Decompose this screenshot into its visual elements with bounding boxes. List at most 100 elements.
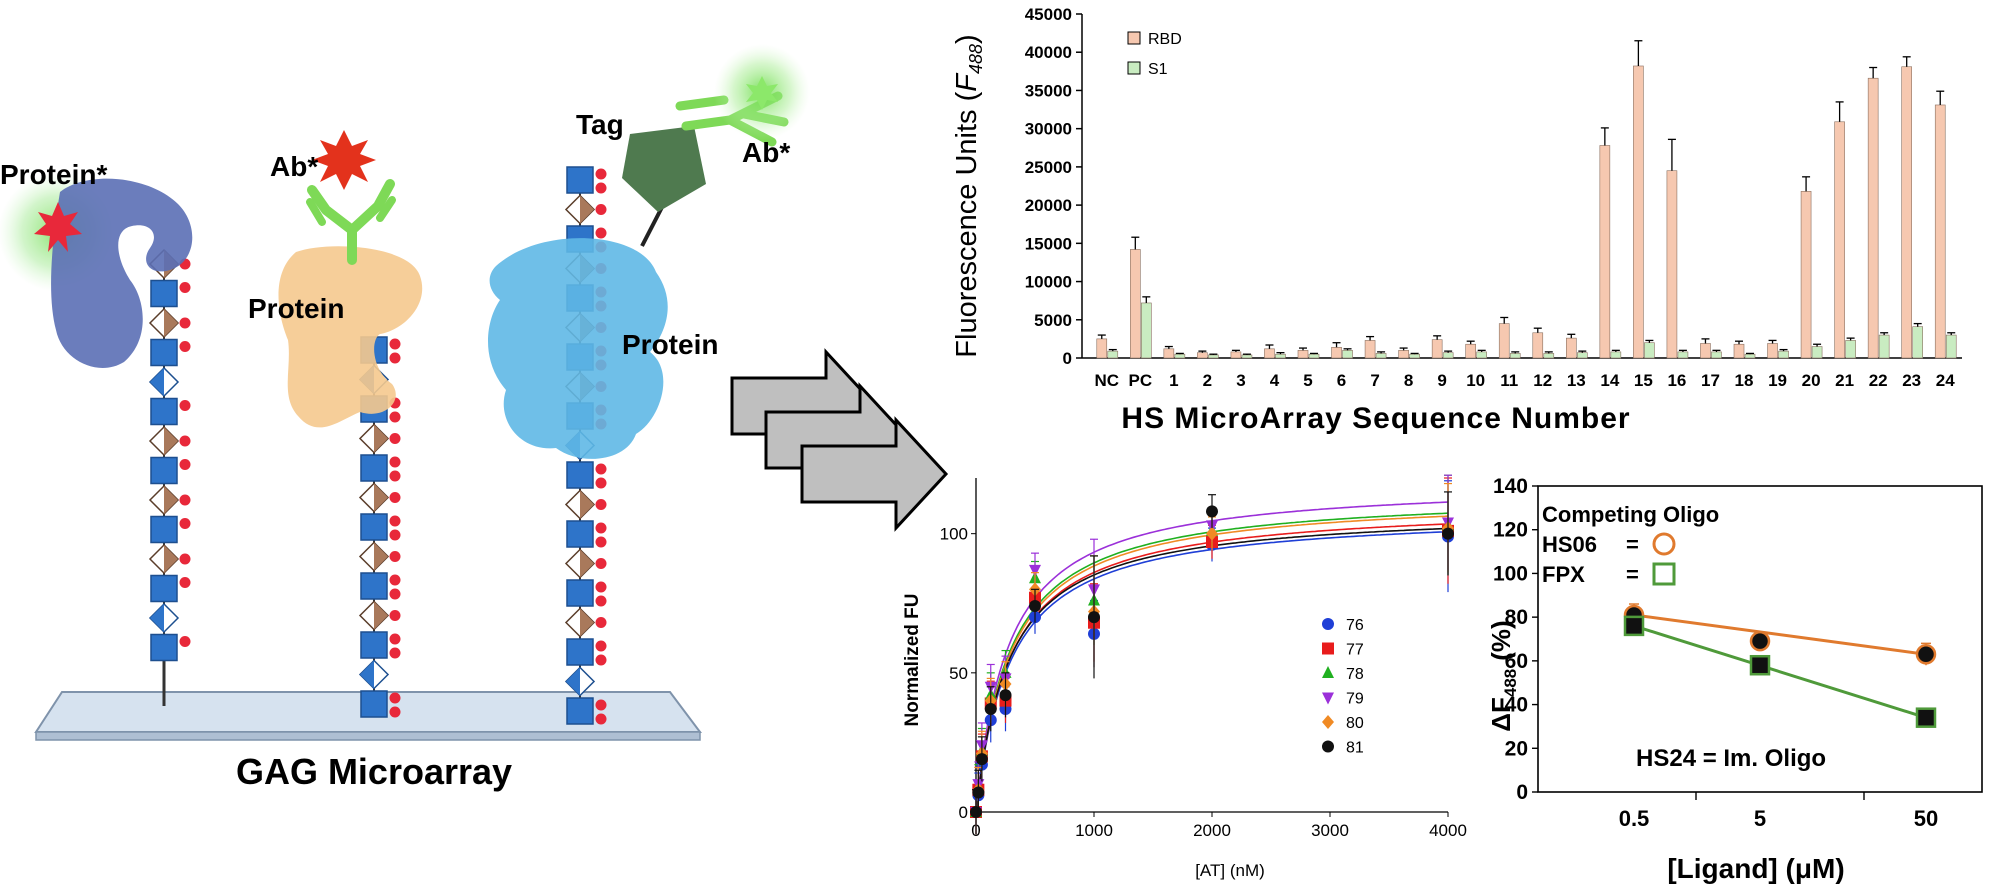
bar-s1 [1308,353,1320,359]
fit-curve-76 [975,530,1449,813]
bar-chart-xtick-label: 19 [1768,371,1787,390]
glcnac-square-icon [360,690,388,718]
sulfate-dot-icon [389,352,401,364]
protein-tag-antibody [488,44,810,459]
bar-chart-xtick-label: 11 [1500,371,1518,390]
bar-chart-xtick-label: 22 [1869,371,1888,390]
labeled-protein-1 [0,172,193,368]
competition-chart-axes: 0 20 40 60 80 100 120 140 0.5 5 50 [1493,475,1983,831]
glcnac-square-icon [566,461,594,489]
bar-s1 [1543,353,1555,359]
bar-chart-xtick-label: 16 [1667,371,1686,390]
legend-label-rbd: RBD [1148,31,1182,48]
label-protein-1: Protein [248,293,344,324]
sulfate-dot-icon [389,706,401,718]
label-ab-star-2: Ab* [742,137,790,168]
iduronic-diamond-half-icon [580,195,594,224]
fluorophore-star-icon [746,76,778,110]
bar-chart-xtick-label: PC [1128,371,1152,390]
bar-rbd [1733,343,1745,359]
bar-chart-ytick-label: 0 [1063,349,1072,368]
bar-rbd [1465,343,1476,359]
bar-chart-xtick-label: 6 [1337,371,1346,390]
bar-chart-ytick-label: 15000 [1025,234,1072,253]
fluorophore-star-icon [312,130,376,190]
data-point-81 [1029,600,1041,613]
glcnac-square-icon [360,454,388,482]
competition-annotation: HS24 = Im. Oligo [1636,745,1826,772]
binding-ytick-label: 50 [949,664,968,683]
bar-s1 [1342,350,1353,359]
binding-chart-legend: 76 77 78 79 80 81 [1322,617,1364,757]
competition-line-hs06 [1633,613,1927,656]
competition-ylabel: ΔF488(%) [1486,620,1520,731]
competition-point-hs06 [1749,630,1771,652]
glcnac-square-icon [360,572,388,600]
data-point-81 [975,753,988,766]
bar-chart-xtick-label: 21 [1835,371,1854,390]
sulfate-dot-icon [179,459,191,470]
bar-s1 [1711,351,1722,359]
legend-marker-81 [1322,740,1334,753]
bar-rbd [1834,121,1845,359]
sulfate-dot-icon [389,338,401,350]
sulfate-dot-icon [179,577,191,588]
legend-label-79: 79 [1346,691,1364,708]
data-point-81 [999,689,1012,702]
fluorophore-star-icon [34,202,82,252]
bar-s1 [1174,353,1186,359]
data-point-80 [1206,526,1218,541]
competition-line-fpx [1633,624,1927,720]
sulfate-dot-icon [595,463,607,475]
competition-legend-eq-2: = [1626,562,1639,587]
bar-s1 [1107,350,1119,359]
binding-xtick-label: 4000 [1429,821,1467,840]
binding-xtick-label: 2000 [1193,821,1231,840]
data-point-81 [972,786,985,799]
glcnac-square-icon [360,631,388,659]
bar-chart-xtick-label: 9 [1437,371,1446,390]
legend-label-78: 78 [1346,666,1364,683]
iduronic-diamond-half-icon [374,601,388,630]
bar-rbd [1130,249,1141,359]
bar-s1 [1778,350,1789,359]
sulfate-dot-icon [389,588,401,600]
bar-chart-xtick-label: 20 [1802,371,1821,390]
glcnac-square-icon [150,338,178,367]
glcnac-square-icon [360,513,388,541]
legend-marker-hs06 [1652,532,1676,556]
process-arrows [730,348,949,532]
bar-rbd [1566,337,1577,359]
iduronic-diamond-half-icon [580,608,594,637]
glucuronic-diamond-half-icon [566,667,580,696]
bar-s1 [1409,353,1420,359]
sulfate-dot-icon [595,227,607,239]
bar-chart-xtick-label: 5 [1303,371,1312,390]
legend-marker-76 [1322,618,1334,630]
schematic: Protein* Ab* Protein Tag Ab* Protein GAG… [0,44,810,792]
binding-xtick-label: 1000 [1075,821,1113,840]
competition-ytick-label: 120 [1493,519,1528,542]
iduronic-diamond-half-icon [164,545,178,573]
bar-rbd [1934,104,1946,359]
bar-chart: 0 5000 10000 15000 20000 25000 30000 35000 40000… [951,5,1962,435]
sulfate-dot-icon [389,433,401,444]
sulfate-dot-icon [595,168,607,180]
bar-s1 [1442,352,1454,359]
bar-chart-ytick-label: 5000 [1034,311,1072,330]
bar-s1 [1644,342,1655,359]
glcnac-square-icon [566,697,594,725]
label-tag: Tag [576,109,624,140]
competition-point-fpx [1623,615,1645,637]
bar-rbd [1532,332,1544,359]
fit-curve-81 [975,527,1449,813]
binding-chart-xlabel: [AT] (nM) [1195,861,1265,880]
bar-s1 [1208,354,1219,359]
bar-chart-xtick-label: 8 [1404,371,1413,390]
sulfate-dot-icon [389,647,401,659]
bar-rbd [1633,65,1644,359]
bar-chart-ytick-label: 35000 [1025,81,1072,100]
legend-label-81: 81 [1346,740,1364,757]
